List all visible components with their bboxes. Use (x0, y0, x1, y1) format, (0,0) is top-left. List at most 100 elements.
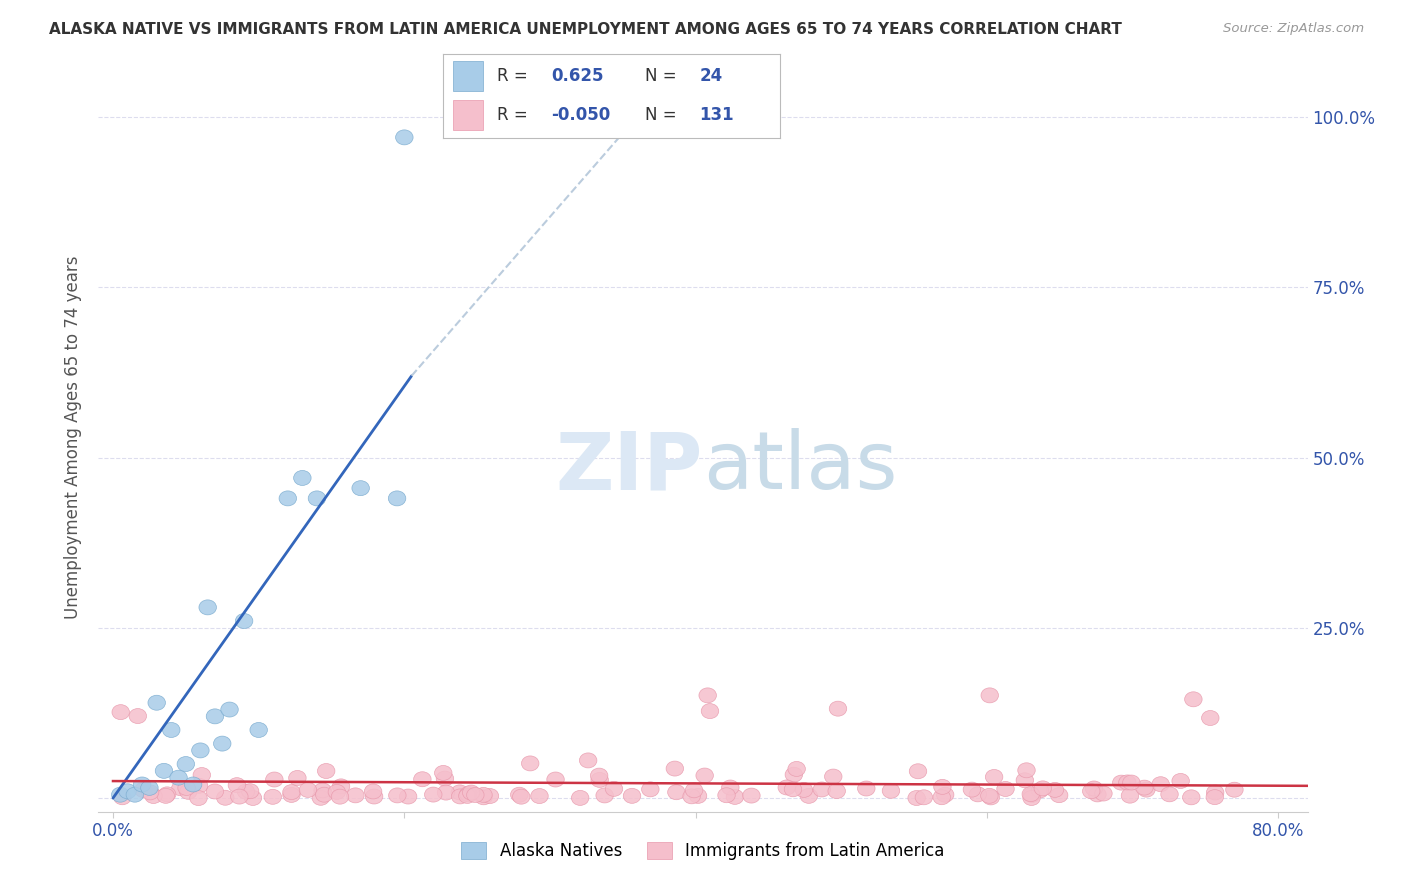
Ellipse shape (908, 790, 925, 805)
Ellipse shape (1161, 787, 1178, 802)
Ellipse shape (228, 778, 246, 793)
Ellipse shape (718, 788, 735, 803)
Ellipse shape (366, 789, 382, 804)
Ellipse shape (530, 789, 548, 804)
Ellipse shape (308, 491, 326, 506)
Ellipse shape (475, 789, 492, 805)
Ellipse shape (813, 782, 831, 797)
Ellipse shape (571, 790, 589, 805)
Ellipse shape (127, 788, 143, 802)
Ellipse shape (163, 723, 180, 738)
Ellipse shape (463, 785, 479, 800)
Ellipse shape (934, 780, 952, 795)
Ellipse shape (288, 771, 307, 786)
Ellipse shape (1182, 789, 1201, 805)
Ellipse shape (1206, 785, 1223, 800)
Ellipse shape (696, 768, 713, 783)
Ellipse shape (699, 688, 717, 703)
Ellipse shape (177, 780, 195, 796)
Ellipse shape (278, 491, 297, 506)
Ellipse shape (148, 695, 166, 710)
Ellipse shape (591, 768, 607, 783)
Ellipse shape (141, 780, 157, 796)
Ellipse shape (824, 769, 842, 784)
Ellipse shape (969, 787, 987, 802)
Ellipse shape (180, 784, 197, 799)
Text: -0.050: -0.050 (551, 105, 610, 123)
Ellipse shape (1202, 711, 1219, 725)
Ellipse shape (1017, 772, 1033, 788)
Ellipse shape (114, 789, 131, 805)
Ellipse shape (785, 767, 803, 782)
Ellipse shape (159, 787, 176, 802)
Ellipse shape (352, 481, 370, 496)
Ellipse shape (828, 783, 845, 798)
Text: N =: N = (645, 105, 676, 123)
Ellipse shape (193, 767, 211, 782)
Ellipse shape (1024, 788, 1040, 803)
Ellipse shape (1112, 775, 1130, 790)
Legend: Alaska Natives, Immigrants from Latin America: Alaska Natives, Immigrants from Latin Am… (454, 836, 952, 867)
Text: 131: 131 (699, 105, 734, 123)
Ellipse shape (830, 701, 846, 716)
Ellipse shape (207, 784, 224, 799)
Ellipse shape (145, 789, 162, 804)
Ellipse shape (451, 785, 468, 800)
Ellipse shape (1136, 780, 1153, 795)
Ellipse shape (910, 764, 927, 779)
Ellipse shape (1085, 781, 1102, 796)
Ellipse shape (547, 772, 564, 787)
FancyBboxPatch shape (453, 100, 484, 130)
Ellipse shape (1031, 783, 1049, 798)
Ellipse shape (882, 783, 900, 798)
Text: Source: ZipAtlas.com: Source: ZipAtlas.com (1223, 22, 1364, 36)
Ellipse shape (997, 781, 1014, 797)
Ellipse shape (190, 778, 208, 793)
Ellipse shape (936, 788, 953, 802)
Ellipse shape (120, 784, 136, 798)
Ellipse shape (458, 789, 477, 804)
Ellipse shape (1173, 773, 1189, 789)
Text: ZIP: ZIP (555, 428, 703, 506)
Ellipse shape (434, 765, 451, 780)
Ellipse shape (785, 781, 801, 797)
Ellipse shape (264, 789, 281, 805)
Y-axis label: Unemployment Among Ages 65 to 74 years: Unemployment Among Ages 65 to 74 years (65, 255, 83, 619)
Ellipse shape (934, 789, 950, 805)
Ellipse shape (983, 790, 1000, 805)
Ellipse shape (177, 756, 194, 772)
Ellipse shape (112, 705, 129, 720)
Ellipse shape (235, 614, 253, 629)
Ellipse shape (283, 785, 301, 799)
Ellipse shape (451, 789, 468, 804)
Text: atlas: atlas (703, 428, 897, 506)
Ellipse shape (312, 790, 329, 805)
Ellipse shape (217, 790, 233, 805)
Ellipse shape (623, 789, 641, 804)
Ellipse shape (475, 788, 492, 803)
Ellipse shape (111, 788, 129, 802)
Ellipse shape (683, 789, 700, 804)
Ellipse shape (596, 788, 613, 803)
Ellipse shape (1122, 775, 1140, 790)
Ellipse shape (157, 789, 174, 804)
Ellipse shape (332, 789, 349, 805)
Ellipse shape (800, 789, 817, 804)
Ellipse shape (641, 782, 659, 797)
Ellipse shape (460, 787, 477, 802)
FancyBboxPatch shape (453, 62, 484, 91)
Ellipse shape (413, 772, 432, 787)
Ellipse shape (388, 491, 406, 506)
Ellipse shape (981, 688, 998, 703)
Ellipse shape (155, 764, 173, 779)
Ellipse shape (510, 788, 529, 802)
Ellipse shape (436, 771, 454, 786)
Ellipse shape (1018, 763, 1035, 778)
Ellipse shape (591, 772, 609, 788)
Ellipse shape (986, 770, 1002, 784)
Ellipse shape (184, 777, 202, 792)
Ellipse shape (129, 708, 146, 723)
Ellipse shape (725, 789, 744, 805)
Text: R =: R = (496, 105, 527, 123)
Ellipse shape (1206, 789, 1223, 805)
